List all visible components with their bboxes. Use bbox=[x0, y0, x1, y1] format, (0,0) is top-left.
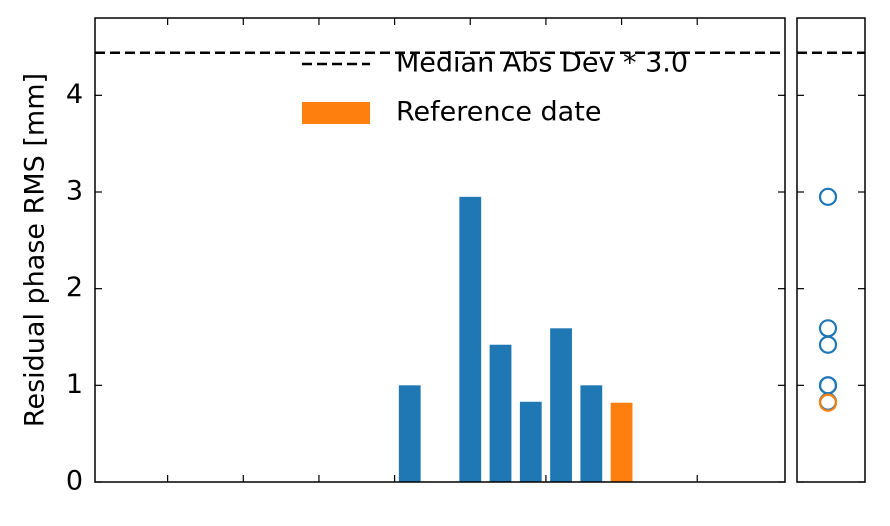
plot-frame bbox=[94, 17, 786, 483]
marker bbox=[818, 393, 838, 412]
y-tick-label: 2 bbox=[66, 272, 83, 303]
legend-swatch bbox=[302, 102, 370, 124]
bar bbox=[550, 328, 572, 482]
bar bbox=[398, 385, 421, 482]
bar bbox=[610, 402, 633, 482]
legend-label: Reference date bbox=[396, 97, 601, 128]
y-tick-label: 3 bbox=[66, 176, 83, 207]
bar bbox=[489, 344, 512, 482]
y-tick-label: 4 bbox=[66, 79, 83, 110]
y-tick-label: 1 bbox=[66, 369, 83, 400]
y-axis-label: Residual phase RMS [mm] bbox=[20, 73, 51, 427]
bar bbox=[580, 385, 603, 482]
marker bbox=[818, 187, 838, 206]
marker bbox=[818, 335, 838, 354]
marker bbox=[818, 376, 838, 395]
bar bbox=[459, 196, 482, 483]
marker bbox=[818, 319, 838, 338]
y-tick-label: 0 bbox=[66, 466, 83, 497]
plot-frame bbox=[796, 17, 866, 483]
bar bbox=[519, 401, 542, 482]
